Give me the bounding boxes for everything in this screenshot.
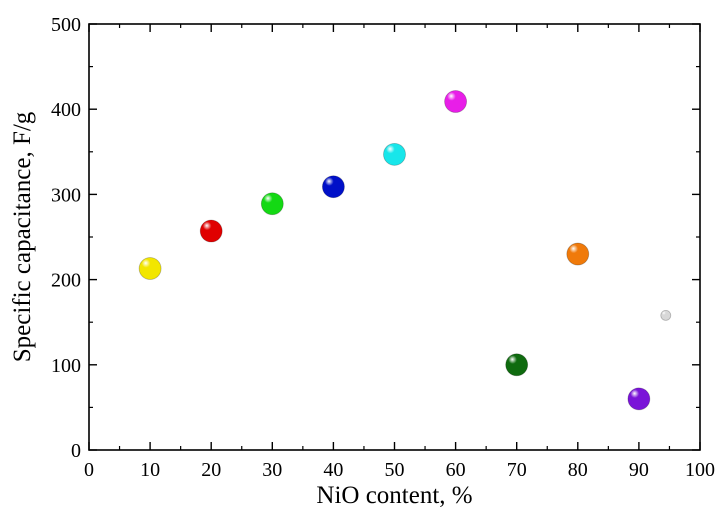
x-tick-label: 80 — [568, 459, 588, 481]
y-axis-title: Specific capacitance, F/g — [9, 111, 36, 362]
x-tick-label: 100 — [685, 459, 715, 481]
x-tick-label: 30 — [262, 459, 282, 481]
y-tick-label: 500 — [51, 14, 81, 36]
data-point — [138, 257, 162, 280]
x-tick-label: 60 — [446, 459, 466, 481]
data-point — [505, 353, 529, 377]
chart-marks — [138, 90, 672, 411]
faint-marker — [660, 309, 672, 321]
data-point — [566, 242, 590, 266]
data-point — [260, 192, 284, 216]
x-tick-label: 90 — [629, 459, 649, 481]
x-tick-label: 10 — [140, 459, 160, 481]
data-point — [444, 90, 468, 113]
plot-frame — [88, 23, 701, 451]
x-tick-label: 50 — [385, 459, 405, 481]
axis-ticks: 0 10 20 30 40 50 60 70 80 90 100 0 100 200 300 400 500 — [51, 14, 715, 481]
y-tick-label: 300 — [51, 184, 81, 206]
x-tick-label: 20 — [201, 459, 221, 481]
y-tick-label: 200 — [51, 270, 81, 292]
x-axis-title: NiO content, % — [316, 482, 472, 509]
y-tick-label: 0 — [71, 440, 81, 462]
data-point — [383, 142, 406, 166]
x-tick-label: 0 — [84, 459, 94, 481]
data-point — [321, 175, 345, 199]
y-tick-label: 100 — [51, 355, 81, 377]
x-tick-label: 40 — [323, 459, 343, 481]
data-point — [627, 387, 651, 411]
data-point — [199, 219, 223, 243]
x-tick-label: 70 — [507, 459, 527, 481]
y-tick-label: 400 — [51, 99, 81, 121]
